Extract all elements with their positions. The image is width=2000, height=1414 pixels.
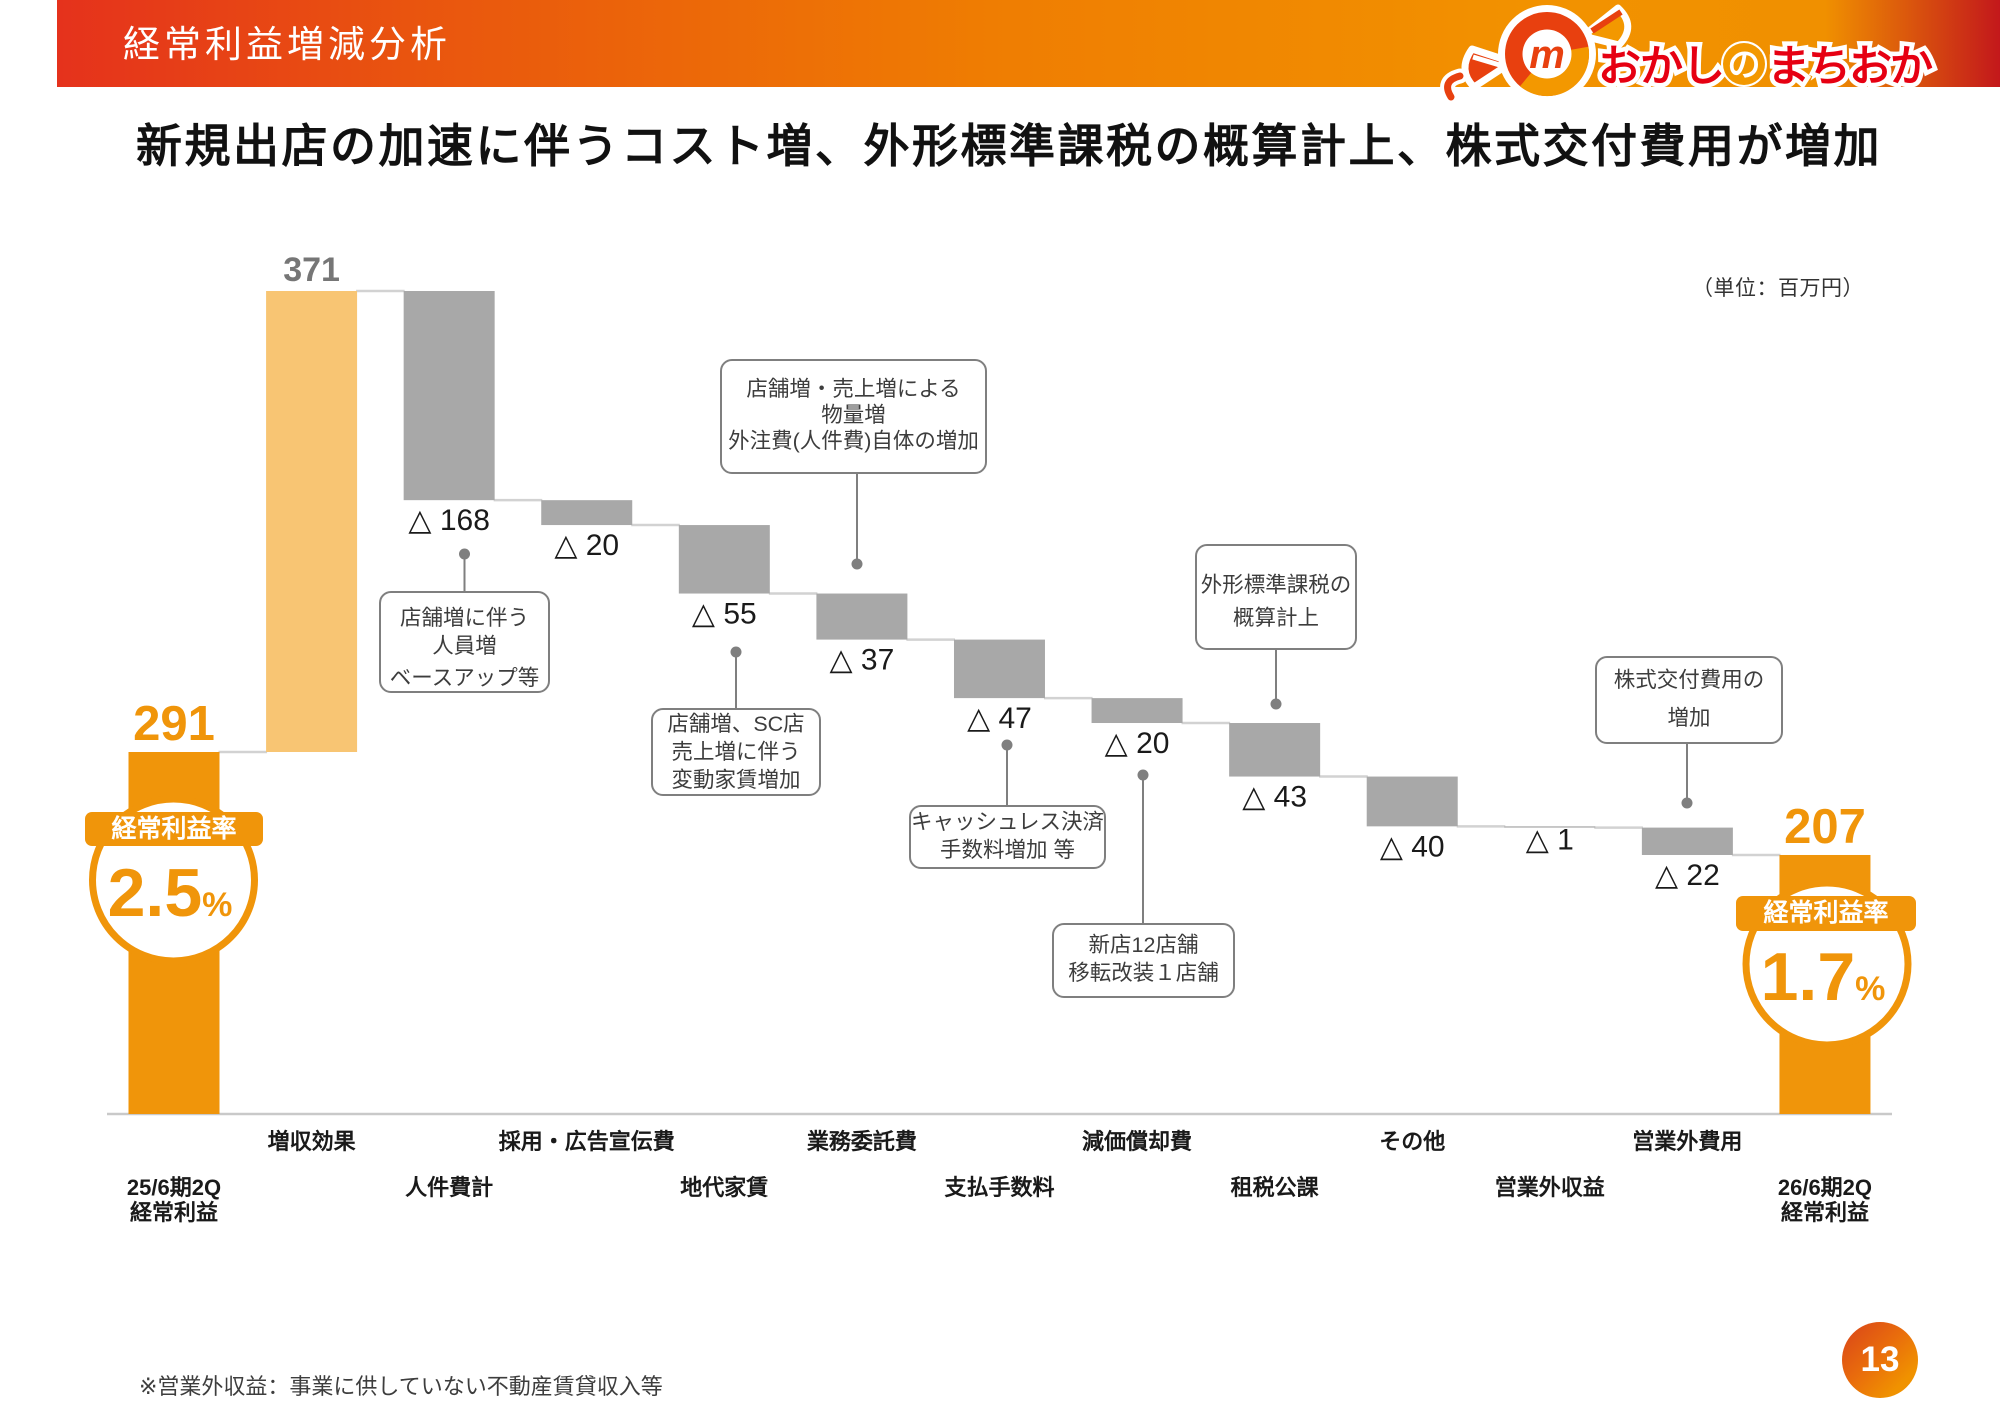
bar-label-3: △ 20 [554, 529, 619, 562]
callout-box [1595, 656, 1783, 744]
bar-label-1: 371 [283, 251, 340, 289]
callout-2: 店舗増・売上増による物量増外注費(人件費)自体の増加 [720, 359, 987, 570]
title-banner: 経常利益増減分析 [57, 0, 2000, 87]
bar-label-12: 207 [1784, 800, 1866, 854]
profit-rate-badges: 経常利益率 2.5% 経常利益率 1.7% [85, 795, 1916, 1049]
waterfall-bar-7 [1091, 698, 1183, 724]
profit-rate-badge-right [1736, 896, 1916, 931]
bar-value-labels: 291 371 △ 168 △ 20 △ 55 △ 37 △ 47 △ 20 △ 43 △ 40 △… [133, 251, 1866, 892]
callout-6: 株式交付費用の増加 [1595, 656, 1783, 809]
brand-wordmark: おかし の まちおか [1594, 39, 1940, 96]
axis-label-2: 人件費計 [405, 1175, 493, 1200]
callout-text: キャッシュレス決済手数料増加 等 [911, 810, 1104, 862]
candy-logo-icon: m [1440, 4, 1632, 105]
bar-label-11: △ 22 [1655, 859, 1720, 892]
axis-label-12: 26/6期2Q 経常利益 [1778, 1175, 1872, 1225]
bar-label-6: △ 47 [967, 702, 1032, 735]
callout-leader-dot [459, 548, 470, 560]
callout-leader-dot [1137, 769, 1149, 781]
callout-box [1052, 923, 1235, 998]
brand-text-no: の [1728, 46, 1761, 83]
bar-label-2: △ 168 [408, 504, 489, 537]
headline: 新規出店の加速に伴うコスト増、外形標準課税の概算計上、株式交付費用が増加 [136, 120, 1882, 172]
waterfall-bar-3 [541, 500, 633, 526]
waterfall-bar-5 [816, 593, 908, 640]
axis-label-3: 採用・広告宣伝費 [499, 1129, 675, 1154]
callout-leader-dot [730, 646, 742, 658]
waterfall-bar-11 [1641, 827, 1733, 855]
brand-logo: m おかし の まちおか [1440, 4, 1940, 105]
profit-rate-value-right: 1.7% [1761, 939, 1886, 1015]
callout-text: 新店12店舗移転改装１店舗 [1068, 933, 1219, 985]
footnote: ※営業外収益：事業に供していない不動産賃貸収入等 [139, 1374, 663, 1399]
bar-label-8: △ 43 [1242, 781, 1307, 814]
callout-1: 店舗増、SC店売上増に伴う変動家賃増加 [651, 646, 821, 796]
bar-label-9: △ 40 [1380, 830, 1445, 863]
candy-curl [1444, 72, 1464, 101]
callout-0: 店舗増に伴う人員増ベースアップ等 [379, 548, 550, 693]
page-number-badge: 13 [1842, 1322, 1918, 1398]
profit-rate-badge-left [85, 812, 263, 846]
callout-text: 店舗増に伴う人員増ベースアップ等 [390, 606, 539, 690]
waterfall-bar-10 [1504, 826, 1596, 828]
axis-label-7: 減価償却費 [1082, 1129, 1192, 1154]
callout-leader-dot [851, 558, 863, 570]
callout-box [720, 359, 987, 474]
waterfall-bar-4 [678, 525, 770, 594]
axis-label-4: 地代家賃 [680, 1175, 768, 1200]
callout-leader-dot [1001, 739, 1013, 751]
waterfall-bar-1 [266, 291, 358, 752]
axis-label-8: 租税公課 [1231, 1175, 1320, 1200]
brand-text-1: おかし [1598, 43, 1724, 91]
callout-box [651, 708, 821, 796]
profit-rate-label-right: 経常利益率 [1763, 898, 1888, 927]
waterfall-bar-6 [953, 639, 1045, 699]
waterfall-bar-2 [403, 291, 495, 501]
step-connectors [218, 289, 1781, 857]
bar-label-5: △ 37 [830, 644, 895, 677]
bar-label-10: △ 1 [1526, 824, 1574, 857]
callout-5: 外形標準課税の概算計上 [1195, 544, 1357, 710]
callout-text: 店舗増・売上増による物量増外注費(人件費)自体の増加 [728, 377, 979, 453]
callout-4: 新店12店舗移転改装１店舗 [1052, 769, 1235, 998]
candy-monogram: m [1529, 33, 1565, 77]
candy-wrapper-left-stripe [1472, 54, 1504, 69]
callout-leader-dot [1681, 797, 1693, 809]
axis-label-1: 増収効果 [268, 1129, 356, 1154]
callout-box [909, 805, 1106, 869]
waterfall-bar-9 [1366, 776, 1458, 827]
callout-3: キャッシュレス決済手数料増加 等 [909, 739, 1106, 869]
brand-text-2: まちおか [1767, 43, 1933, 91]
profit-rate-value-left: 2.5% [108, 855, 233, 931]
axis-label-9: その他 [1379, 1129, 1445, 1154]
callout-box [1195, 544, 1357, 650]
axis-label-0: 25/6期2Q 経常利益 [127, 1175, 221, 1225]
callout-text: 外形標準課税の概算計上 [1201, 573, 1352, 630]
banner-title: 経常利益増減分析 [123, 24, 451, 65]
bar-label-0: 291 [133, 697, 215, 751]
bar-label-4: △ 55 [692, 598, 757, 631]
brand-no-circle [1721, 41, 1767, 87]
axis-label-5: 業務委託費 [807, 1129, 917, 1154]
callout-box [379, 591, 550, 693]
axis-label-11: 営業外費用 [1632, 1129, 1742, 1154]
callout-leader-dot [1270, 698, 1282, 710]
candy-face [1522, 29, 1572, 79]
profit-rate-label-left: 経常利益率 [111, 814, 236, 843]
bar-label-7: △ 20 [1105, 727, 1170, 760]
axis-label-6: 支払手数料 [944, 1175, 1054, 1200]
callout-text: 店舗増、SC店売上増に伴う変動家賃増加 [667, 712, 804, 792]
waterfall-bar-8 [1229, 723, 1321, 777]
page-number: 13 [1860, 1340, 1900, 1379]
candy-wrapper-right-stripe [1590, 9, 1623, 34]
callout-text: 株式交付費用の増加 [1614, 668, 1765, 730]
unit-note: （単位：百万円） [1692, 277, 1864, 300]
axis-label-10: 営業外収益 [1495, 1175, 1605, 1200]
